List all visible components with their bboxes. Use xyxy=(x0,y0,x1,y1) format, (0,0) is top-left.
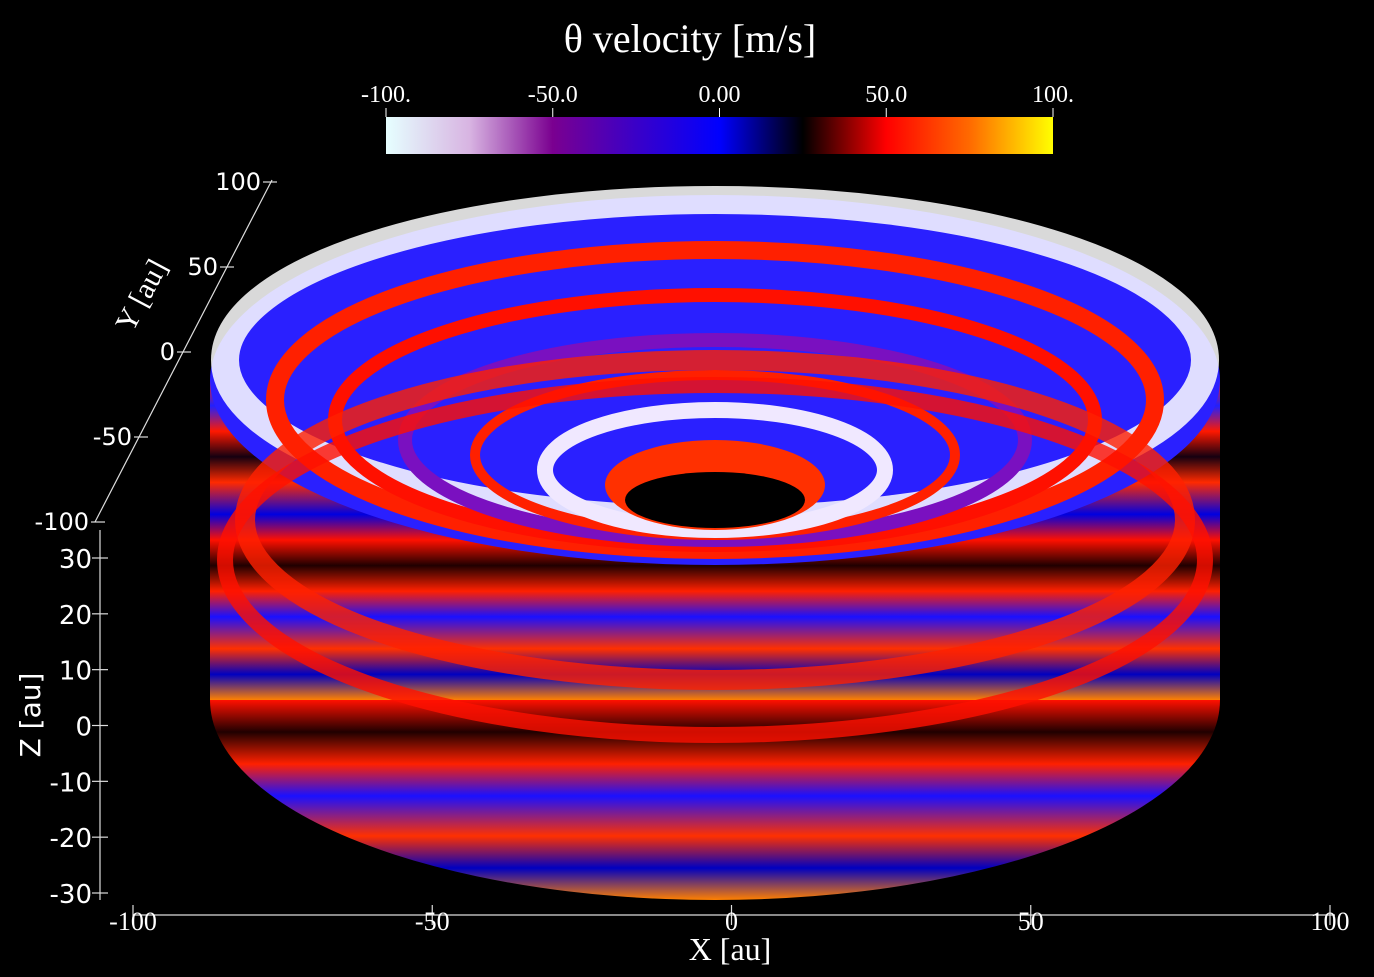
z-tick-label: 0 xyxy=(75,713,92,743)
colorbar xyxy=(386,117,1053,154)
colorbar-tick-label: 0.00 xyxy=(699,82,741,108)
y-tick-label: 50 xyxy=(187,253,218,281)
disk xyxy=(210,186,1220,900)
x-tick-label: 100 xyxy=(1311,907,1350,936)
x-tick-label: -50 xyxy=(415,907,450,936)
x-tick-label: 0 xyxy=(725,907,738,936)
colorbar-tick-label: 100. xyxy=(1032,82,1074,108)
z-tick-label: 30 xyxy=(59,545,92,575)
x-axis-label: X [au] xyxy=(689,931,772,967)
y-tick-label: -50 xyxy=(93,423,132,451)
x-tick-label: -100 xyxy=(109,907,157,936)
x-tick-label: 50 xyxy=(1018,907,1044,936)
colorbar-tick-label: 50.0 xyxy=(865,82,907,108)
z-axis-label: Z [au] xyxy=(14,673,47,758)
colorbar-tick-label: -100. xyxy=(361,82,411,108)
y-axis-label: Y [au] xyxy=(109,254,174,337)
y-tick-label: 0 xyxy=(160,338,175,366)
y-axis-line xyxy=(94,179,273,523)
z-tick-label: -10 xyxy=(50,768,92,798)
colorbar-tick-label: -50.0 xyxy=(528,82,578,108)
title: θ velocity [m/s] xyxy=(564,16,816,61)
y-tick-label: -100 xyxy=(35,508,89,536)
z-tick-label: 20 xyxy=(59,601,92,631)
z-tick-label: -30 xyxy=(50,880,92,910)
y-tick-label: 100 xyxy=(215,168,261,196)
z-tick-label: -20 xyxy=(50,824,92,854)
z-tick-label: 10 xyxy=(59,657,92,687)
